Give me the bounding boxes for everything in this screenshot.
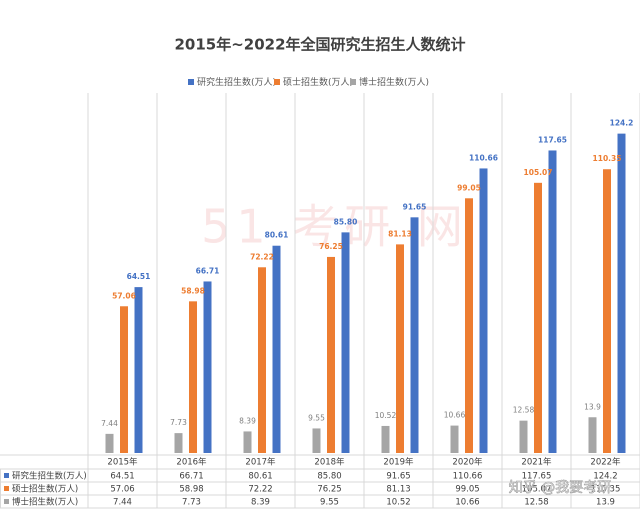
- table-cell: 85.80: [317, 472, 341, 482]
- data-label: 80.61: [265, 231, 289, 240]
- table-row-label: 硕士招生数(万人): [12, 484, 78, 495]
- bar: [174, 433, 183, 453]
- bar: [341, 232, 350, 453]
- table-cell: 99.05: [455, 485, 479, 495]
- legend-swatch: [350, 79, 356, 85]
- bar: [381, 425, 390, 453]
- data-label: 58.98: [181, 286, 205, 295]
- data-label: 64.51: [127, 272, 151, 281]
- data-label: 85.80: [334, 217, 358, 226]
- bar: [450, 425, 459, 453]
- table-cell: 66.71: [179, 472, 203, 482]
- table-cell: 9.55: [320, 498, 339, 508]
- data-label: 76.25: [319, 242, 343, 251]
- bar: [617, 133, 626, 453]
- x-tick-label: 2021年: [521, 457, 552, 468]
- bar: [465, 198, 473, 453]
- x-tick-label: 2019年: [383, 457, 414, 468]
- legend-label: 研究生招生数(万人): [197, 76, 276, 88]
- table-cell: 81.13: [386, 485, 410, 495]
- bar: [479, 168, 488, 453]
- bar: [312, 428, 321, 453]
- table-cell: 105.07: [522, 485, 552, 495]
- bar: [548, 150, 557, 453]
- data-label: 12.58: [513, 406, 535, 415]
- bar: [534, 182, 542, 453]
- table-swatch: [4, 486, 9, 491]
- data-label: 72.22: [250, 252, 274, 261]
- data-label: 124.2: [610, 119, 634, 128]
- table-cell: 110.66: [453, 472, 483, 482]
- table-cell: 8.39: [251, 498, 270, 508]
- table-cell: 10.52: [386, 498, 410, 508]
- bar: [243, 431, 252, 453]
- table-cell: 10.66: [455, 498, 479, 508]
- data-label: 57.06: [112, 291, 136, 300]
- watermark: 51 考研 网: [201, 200, 469, 254]
- bar: [603, 169, 611, 453]
- bar: [519, 420, 528, 453]
- x-tick-label: 2020年: [452, 457, 483, 468]
- data-label: 10.66: [444, 411, 466, 420]
- data-label: 110.66: [469, 153, 498, 162]
- data-label: 9.55: [308, 413, 325, 422]
- table-cell: 58.98: [179, 485, 203, 495]
- table-cell: 117.65: [522, 472, 552, 482]
- x-tick-label: 2015年: [107, 457, 138, 468]
- bar: [120, 306, 128, 453]
- data-label: 99.05: [457, 183, 481, 192]
- table-cell: 76.25: [317, 485, 341, 495]
- table-cell: 13.9: [596, 498, 615, 508]
- x-tick-label: 2016年: [176, 457, 207, 468]
- table-cell: 91.65: [386, 472, 410, 482]
- table-cell: 80.61: [248, 472, 272, 482]
- table-cell: 124.2: [593, 472, 617, 482]
- data-label: 105.07: [524, 168, 553, 177]
- data-label: 8.39: [239, 416, 256, 425]
- table-cell: 64.51: [110, 472, 134, 482]
- table-cell: 72.22: [248, 485, 272, 495]
- table-swatch: [4, 499, 9, 504]
- legend-swatch: [188, 79, 194, 85]
- table-cell: 7.44: [113, 498, 132, 508]
- table-cell: 7.73: [182, 498, 201, 508]
- x-tick-label: 2022年: [590, 457, 621, 468]
- data-label: 10.52: [375, 411, 397, 420]
- data-label: 7.73: [170, 418, 187, 427]
- legend-swatch: [274, 79, 280, 85]
- x-tick-label: 2018年: [314, 457, 345, 468]
- bar: [588, 417, 597, 453]
- bar: [258, 267, 266, 453]
- chart-title: 2015年~2022年全国研究生招生人数统计: [174, 36, 465, 54]
- table-swatch: [4, 473, 9, 478]
- x-tick-label: 2017年: [245, 457, 276, 468]
- bar: [189, 301, 197, 453]
- data-label: 81.13: [388, 229, 412, 238]
- data-label: 7.44: [101, 419, 118, 428]
- table-cell: 12.58: [524, 498, 548, 508]
- bar: [105, 433, 114, 453]
- table-cell: 57.06: [110, 485, 134, 495]
- table-row-label: 博士招生数(万人): [12, 497, 78, 508]
- data-label: 66.71: [196, 266, 220, 275]
- table-row-label: 研究生招生数(万人): [12, 471, 87, 482]
- legend-label: 硕士招生数(万人): [283, 76, 353, 88]
- bar: [272, 245, 281, 453]
- bar: [203, 281, 212, 453]
- data-label: 13.9: [584, 402, 601, 411]
- table-cell: 110.35: [591, 485, 621, 495]
- bar: [134, 287, 143, 453]
- data-label: 117.65: [538, 135, 567, 144]
- data-label: 110.35: [593, 154, 622, 163]
- data-label: 91.65: [403, 202, 427, 211]
- bar: [410, 217, 419, 453]
- legend-label: 博士招生数(万人): [359, 76, 429, 88]
- bar: [327, 256, 335, 453]
- bar: [396, 244, 404, 453]
- watermark: 知乎 @我要考研: [509, 479, 611, 496]
